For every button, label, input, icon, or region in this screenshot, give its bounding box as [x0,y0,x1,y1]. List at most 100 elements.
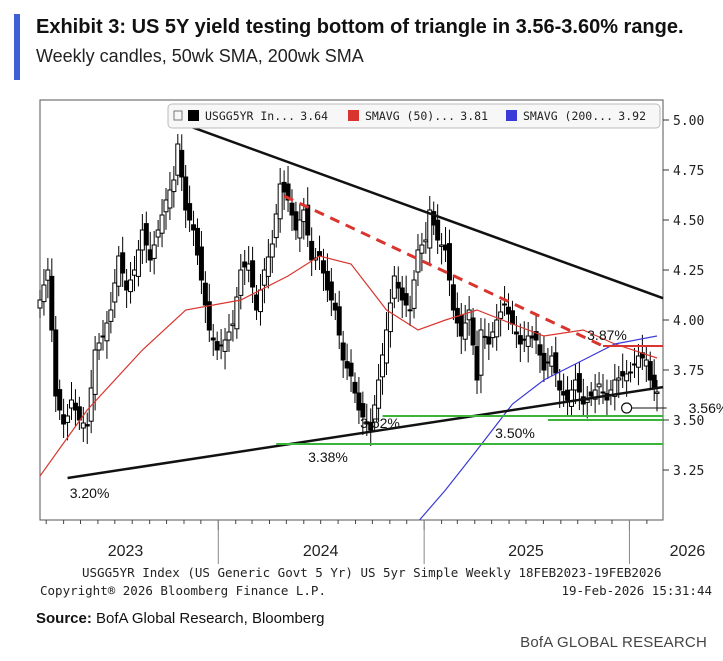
candle-body [124,280,130,291]
candle-body [100,335,106,338]
source-line: Source: BofA Global Research, Bloomberg [36,610,325,627]
candle-body [654,391,660,394]
candle-body [218,344,224,347]
candle-body [37,299,43,309]
candle-body [135,249,141,277]
y-tick-label: 3.25 [673,464,704,479]
legend-swatch [506,110,517,121]
candle-body [65,415,71,423]
dashed-resistance-line [283,194,604,348]
candle-body [403,293,409,306]
legend-value: 3.92 [618,109,646,123]
x-tick-label: 2026 [670,543,706,560]
candle-body [490,331,496,339]
candle-body [569,389,575,407]
legend-label: USGG5YR In... [205,109,295,123]
candle-body [600,391,606,394]
timestamp: 19-Feb-2026 15:31:44 [561,583,712,598]
candle-body [340,342,346,361]
candle-body [273,213,279,239]
candle-body [72,402,78,411]
candle-body [439,244,445,247]
candle-body [651,374,657,388]
y-tick-label: 3.75 [673,364,704,379]
candle-body [450,284,456,311]
copyright: Copyright® 2026 Bloomberg Finance L.P. [40,583,326,598]
candle-body [155,229,161,238]
candle-body [435,219,441,241]
candle-body [462,322,468,340]
candle-body [537,344,543,356]
candle-body [561,391,567,396]
candle-body [250,260,256,288]
candle-body [356,392,362,411]
candle-body [277,183,283,220]
candle-body [498,311,504,319]
bottom-caption: USGG5YR Index (US Generic Govt 5 Yr) US … [82,565,661,580]
candle-body [411,279,417,309]
x-tick-label: 2024 [303,543,339,560]
triangle-lower-line [67,385,664,480]
candle-body [466,309,472,321]
legend-value: 3.64 [300,109,328,123]
candle-body [92,349,98,395]
candle-body [281,181,287,193]
legend-label: SMAVG (200... [523,109,613,123]
chart-title: Exhibit 3: US 5Y yield testing bottom of… [36,16,684,38]
candle-body [612,379,618,397]
legend-label: SMAVG (50)... [365,109,455,123]
candle-body [194,227,200,256]
source-text: BofA Global Research, Bloomberg [96,610,325,627]
candle-body [427,209,433,249]
candle-body [206,301,212,331]
candle-body [147,249,153,261]
candle-body [643,359,649,367]
candle-body [443,244,449,251]
y-tick-label: 4.25 [673,264,704,279]
candle-body [187,203,193,221]
brand-label: BofA GLOBAL RESEARCH [520,634,707,651]
legend-value: 3.81 [460,109,488,123]
candle-body [293,211,299,231]
candle-body [521,338,527,341]
candle-body [647,361,653,381]
candle-body [112,282,118,303]
candle-body [415,249,421,273]
candle-body [557,380,563,391]
candle-body [120,252,126,274]
candle-body [222,339,228,352]
candle-body [171,179,177,193]
point-label: 3.56% [689,400,723,416]
level-label: 3.87% [587,327,627,343]
candle-body [289,202,295,216]
candle-body [317,251,323,257]
candle-body [376,379,382,409]
candle-body [494,319,500,338]
level-label: 3.38% [308,449,348,465]
candle-body [431,211,437,226]
candle-body [53,329,59,397]
candle-body [324,270,330,291]
candle-body [226,331,232,341]
candle-body [399,287,405,301]
legend-menu-icon[interactable] [173,110,183,121]
accent-bar [14,14,20,80]
candle-body [183,176,189,211]
candle-body [458,314,464,337]
candle-body [474,346,480,381]
sma50-line [40,255,658,477]
candle-body [104,322,110,342]
candle-body [84,424,90,427]
candle-body [419,244,425,254]
source-label: Source: [36,610,92,627]
candle-body [545,361,551,364]
candle-body [210,337,216,341]
candle-body [549,355,555,367]
y-tick-label: 4.75 [673,164,704,179]
candle-body [525,335,531,347]
candle-body [96,342,102,351]
candle-body [506,306,512,315]
candle-body [234,296,240,330]
candle-body [198,246,204,281]
x-tick-label: 2025 [508,543,544,560]
